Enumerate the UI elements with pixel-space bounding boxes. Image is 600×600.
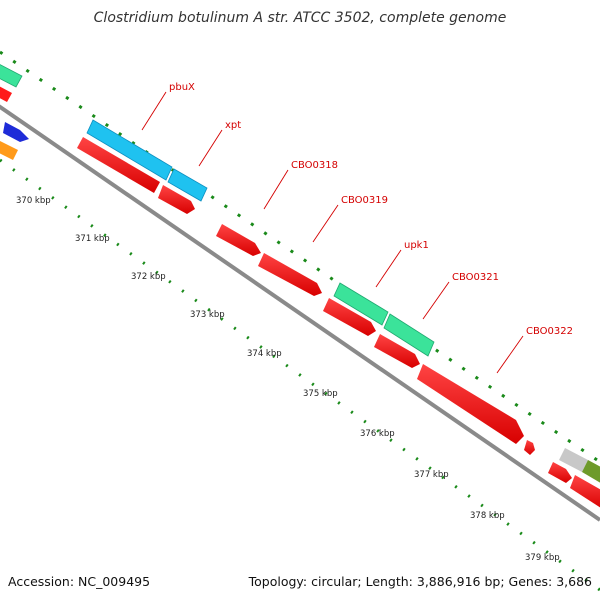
tick-label-372: 372 kbp (131, 272, 166, 282)
feature-pbuX-cyan[interactable] (86, 119, 173, 181)
label-line-CBO0321 (422, 281, 450, 320)
feature-CBO0319-cds[interactable] (258, 253, 322, 296)
outer-tick-ring (0, 50, 600, 464)
genome-info-text: Topology: circular; Length: 3,886,916 bp… (248, 574, 592, 589)
gene-label-xpt: xpt (225, 120, 241, 131)
genome-backbone (0, 104, 600, 522)
label-line-CBO0318 (263, 169, 289, 210)
tick-label-374: 374 kbp (247, 349, 282, 359)
feature-CBO0321-cds[interactable] (374, 334, 420, 368)
gene-label-CBO0322: CBO0322 (526, 326, 573, 337)
feature-small-cds[interactable] (524, 440, 535, 455)
tick-label-370: 370 kbp (16, 196, 51, 206)
tick-label-371: 371 kbp (75, 234, 110, 244)
tick-label-376: 376 kbp (360, 429, 395, 439)
feature-edge-red-right-a[interactable] (548, 462, 572, 483)
label-line-xpt (198, 129, 223, 167)
feature-xpt-cyan[interactable] (167, 168, 208, 202)
inner-tick-ring (0, 158, 600, 592)
feature-edge-olive-right[interactable] (582, 460, 600, 485)
gene-label-pbuX: pbuX (169, 82, 195, 93)
feature-edge-grey-right[interactable] (559, 448, 588, 472)
feature-edge-red-right-b[interactable] (570, 475, 600, 510)
label-line-CBO0322 (496, 335, 524, 374)
gene-label-upk1: upk1 (404, 240, 429, 251)
tick-label-379: 379 kbp (525, 553, 560, 563)
tick-label-375: 375 kbp (303, 389, 338, 399)
tick-label-377: 377 kbp (414, 470, 449, 480)
tick-label-373: 373 kbp (190, 310, 225, 320)
feature-CBO0322-cds[interactable] (417, 364, 524, 444)
accession-text: Accession: NC_009495 (8, 574, 151, 589)
feature-upk1-cds[interactable] (323, 298, 376, 336)
map-title: Clostridium botulinum A str. ATCC 3502, … (93, 10, 507, 26)
feature-CBO0318-cds[interactable] (216, 224, 261, 256)
feature-edge-red-left[interactable] (0, 84, 12, 102)
gene-label-CBO0321: CBO0321 (452, 272, 499, 283)
feature-xpt-cds[interactable] (158, 185, 195, 214)
feature-edge-green-left[interactable] (0, 62, 23, 88)
feature-edge-orange-left[interactable] (0, 140, 18, 160)
gene-label-CBO0319: CBO0319 (341, 195, 388, 206)
feature-edge-blue-left[interactable] (3, 122, 29, 142)
label-line-pbuX (141, 91, 167, 131)
label-line-CBO0319 (312, 204, 339, 243)
feature-pbuX-cds[interactable] (77, 137, 160, 193)
label-line-upk1 (375, 249, 402, 288)
feature-CBO0321-green[interactable] (383, 313, 435, 357)
feature-upk1-green[interactable] (333, 282, 389, 326)
gene-label-CBO0318: CBO0318 (291, 160, 338, 171)
tick-label-378: 378 kbp (470, 511, 505, 521)
